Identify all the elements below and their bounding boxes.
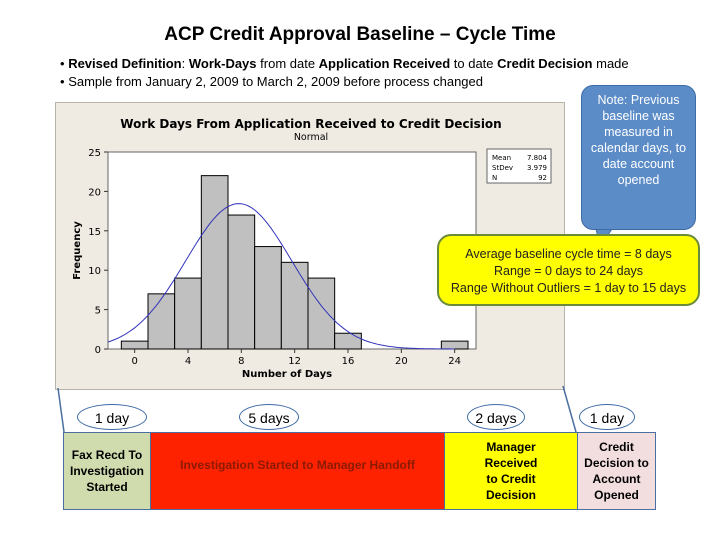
step-manager-to-decision: Manager Received to Credit Decision bbox=[444, 432, 578, 510]
bullet-sample: • Sample from January 2, 2009 to March 2… bbox=[60, 74, 483, 89]
duration-step-3: 2 days bbox=[467, 404, 525, 430]
stats-label: N bbox=[492, 174, 497, 182]
bullet-char: • bbox=[60, 74, 65, 89]
bold-text: Revised Definition bbox=[68, 56, 182, 71]
stats-legend-box bbox=[486, 148, 552, 184]
step-investigation-to-handoff: Investigation Started to Manager Handoff bbox=[150, 432, 445, 510]
duration-step-1: 1 day bbox=[77, 404, 147, 430]
step-fax-to-investigation: Fax Recd To Investigation Started bbox=[63, 432, 151, 510]
summary-line: Average baseline cycle time = 8 days bbox=[465, 247, 672, 261]
y-tick-label: 20 bbox=[88, 187, 101, 198]
x-tick-label: 24 bbox=[448, 356, 461, 367]
y-tick-label: 25 bbox=[88, 148, 101, 159]
histogram-bar bbox=[254, 246, 282, 350]
y-tick-label: 10 bbox=[88, 266, 101, 277]
text: Sample from January 2, 2009 to March 2, … bbox=[68, 74, 483, 89]
x-tick-label: 16 bbox=[342, 356, 355, 367]
histogram-chart: Work Days From Application Received to C… bbox=[72, 117, 552, 380]
text: from date bbox=[256, 56, 319, 71]
bullet-definition: • Revised Definition: Work-Days from dat… bbox=[60, 56, 629, 71]
duration-step-2: 5 days bbox=[239, 404, 299, 430]
bold-text: Credit Decision bbox=[497, 56, 593, 71]
stats-label: StDev bbox=[492, 164, 513, 172]
normal-fit-curve bbox=[107, 203, 455, 350]
y-tick-label: 5 bbox=[95, 306, 101, 317]
slide-title: ACP Credit Approval Baseline – Cycle Tim… bbox=[164, 24, 556, 45]
histogram-bar bbox=[200, 175, 229, 350]
x-axis-label: Number of Days bbox=[242, 369, 332, 380]
x-tick-label: 4 bbox=[185, 356, 191, 367]
connector-left bbox=[57, 387, 65, 433]
bullet-char: • bbox=[60, 56, 65, 71]
histogram-bar bbox=[280, 261, 309, 350]
summary-callout: Average baseline cycle time = 8 days Ran… bbox=[437, 234, 700, 306]
x-tick-label: 0 bbox=[131, 356, 137, 367]
chart-title: Work Days From Application Received to C… bbox=[120, 117, 501, 131]
text: : bbox=[181, 56, 189, 71]
histogram-bar bbox=[307, 277, 336, 350]
x-tick-label: 12 bbox=[288, 356, 301, 367]
bold-text: Work-Days bbox=[188, 56, 257, 71]
y-axis-label: Frequency bbox=[72, 221, 83, 280]
text: to date bbox=[450, 56, 498, 71]
summary-line: Range = 0 days to 24 days bbox=[493, 264, 644, 278]
stats-value: 7.804 bbox=[527, 154, 548, 162]
text: made bbox=[592, 56, 629, 71]
chart-subtitle: Normal bbox=[294, 132, 328, 143]
connector-right bbox=[562, 385, 577, 433]
stats-value: 3.979 bbox=[527, 164, 547, 172]
y-tick-label: 15 bbox=[88, 227, 101, 238]
bold-text: Application Received bbox=[318, 56, 451, 71]
x-tick-label: 20 bbox=[395, 356, 408, 367]
y-tick-label: 0 bbox=[95, 345, 101, 356]
stats-label: Mean bbox=[492, 154, 511, 162]
duration-step-4: 1 day bbox=[579, 404, 635, 430]
step-decision-to-account: Credit Decision to Account Opened bbox=[577, 432, 656, 510]
x-tick-label: 8 bbox=[238, 356, 244, 367]
summary-line: Range Without Outliers = 1 day to 15 day… bbox=[450, 281, 687, 295]
note-callout: Note: Previous baseline was measured in … bbox=[581, 85, 696, 230]
histogram-bar bbox=[174, 277, 202, 350]
stats-value: 92 bbox=[538, 174, 547, 182]
histogram-bar bbox=[147, 293, 176, 350]
